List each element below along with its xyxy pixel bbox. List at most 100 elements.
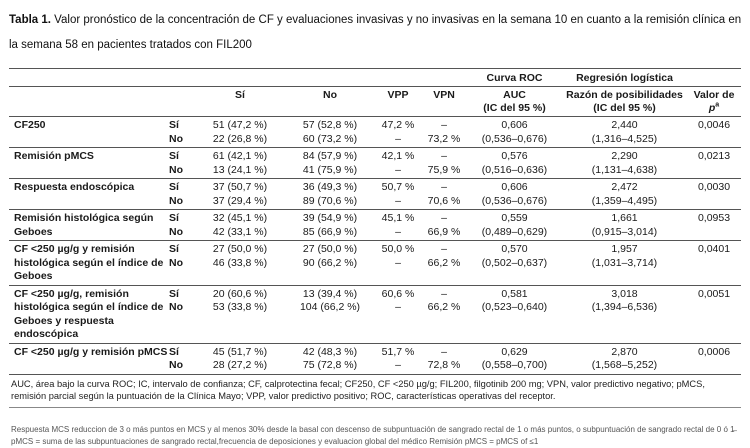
cell-valor-p-si: 0,0006: [697, 345, 731, 358]
cell-count-yes-si: 51 (47,2 %): [212, 119, 268, 131]
cell-count-yes-column: 27 (50,0 %) 46 (33,8 %): [195, 243, 285, 270]
cell-vpn-no: 66,2 %: [427, 256, 461, 269]
cell-count-no-si: 84 (57,9 %): [302, 150, 358, 162]
table-row-group: CF <250 µg/g, remisión histológica según…: [9, 284, 741, 343]
cell-vpn-si: –: [441, 287, 447, 300]
cell-count-no-si: 13 (39,4 %): [302, 287, 358, 300]
rule-bottom: [9, 373, 741, 375]
cell-count-yes-column: 20 (60,6 %) 53 (33,8 %): [195, 288, 285, 315]
cell-razon-posibilidades-column: 2,440 (1,316–4,525): [562, 119, 687, 146]
cell-vpn-column: –66,2 %: [421, 288, 467, 315]
cell-valor-p-si: 0,0030: [697, 181, 731, 193]
sublabel-no: No: [169, 225, 183, 238]
cell-vpp-no: –: [395, 301, 401, 313]
sublabel-no: No: [169, 256, 183, 269]
cell-count-no-no: 85 (66,9 %): [302, 225, 358, 238]
column-header-razon-posibilidades: Razón de posibilidades (IC del 95 %): [566, 89, 683, 114]
cell-vpn-column: –66,2 %: [421, 243, 467, 270]
cell-count-no-no: 75 (72,8 %): [302, 359, 358, 371]
cell-count-yes-column: 32 (45,1 %) 42 (33,1 %): [195, 212, 285, 239]
cell-razon-posibilidades-column: 1,957 (1,031–3,714): [562, 243, 687, 270]
row-label: CF250: [14, 119, 46, 131]
cell-count-yes-no: 42 (33,1 %): [212, 225, 268, 238]
cell-razon-posibilidades-no: (1,031–3,714): [591, 256, 658, 269]
group-header-curva-roc: Curva ROC: [486, 72, 543, 84]
cell-count-yes-si: 45 (51,7 %): [212, 345, 268, 358]
cell-vpp-column: 47,2 % –: [375, 119, 421, 146]
row-label: CF <250 µg/g y remisión histológica segú…: [14, 243, 164, 282]
cell-count-yes-no: 13 (24,1 %): [212, 163, 268, 176]
cell-vpn-no: 66,2 %: [427, 301, 461, 313]
cell-vpn-no: 70,6 %: [427, 194, 461, 207]
cell-auc-column: 0,576 (0,516–0,636): [467, 150, 562, 177]
row-sublabels: Sí No: [169, 346, 195, 373]
cell-auc-column: 0,606 (0,536–0,676): [467, 181, 562, 208]
cell-razon-posibilidades-si: 1,957: [611, 243, 638, 255]
cell-vpn-no: 73,2 %: [427, 132, 461, 145]
sublabel-si: Sí: [169, 287, 179, 300]
cell-auc-column: 0,606 (0,536–0,676): [467, 119, 562, 146]
cell-count-yes-si: 37 (50,7 %): [212, 181, 268, 193]
cell-vpp-si: 47,2 %: [381, 119, 415, 131]
cell-vpp-column: 42,1 % –: [375, 150, 421, 177]
cell-count-yes-si: 20 (60,6 %): [212, 287, 268, 300]
cell-vpn-column: –73,2 %: [421, 119, 467, 146]
cell-count-no-si: 42 (48,3 %): [302, 345, 358, 358]
cell-vpp-column: 51,7 % –: [375, 346, 421, 373]
sublabel-si: Sí: [169, 345, 179, 358]
cell-razon-posibilidades-column: 2,870 (1,568–5,252): [562, 346, 687, 373]
row-label: Respuesta endoscópica: [14, 181, 135, 193]
column-header-valor-p: Valor de pa: [693, 89, 735, 114]
cell-vpn-no: 72,8 %: [427, 359, 461, 371]
group-header-regresion-logistica: Regresión logística: [576, 72, 673, 84]
sublabel-si: Sí: [169, 119, 179, 131]
sublabel-no: No: [169, 163, 183, 176]
cell-auc-si: 0,606: [501, 181, 528, 193]
cell-razon-posibilidades-column: 1,661 (0,915–3,014): [562, 212, 687, 239]
cell-vpn-column: –72,8 %: [421, 346, 467, 373]
table-column-header-row: Sí No VPP VPN AUC (IC del 95 %) Razón de…: [9, 87, 741, 116]
cell-vpp-si: 51,7 %: [381, 345, 415, 358]
cell-vpn-column: –70,6 %: [421, 181, 467, 208]
cell-auc-no: (0,558–0,700): [481, 359, 548, 371]
cell-auc-no: (0,536–0,676): [481, 132, 548, 145]
cell-count-yes-no: 28 (27,2 %): [212, 359, 268, 371]
table-title-text: Valor pronóstico de la concentración de …: [9, 14, 742, 51]
table-body: CF250 Sí No 51 (47,2 %) 22 (26,8 %) 57 (52,8 …: [9, 117, 741, 374]
definition-notes: Respuesta MCS reduccion de 3 o más punto…: [9, 424, 741, 448]
abbreviations-footnote: AUC, área bajo la curva ROC; IC, interva…: [11, 378, 705, 402]
cell-vpp-si: 60,6 %: [381, 287, 415, 300]
cell-count-yes-no: 53 (33,8 %): [212, 301, 268, 313]
cell-vpp-si: 45,1 %: [381, 212, 415, 224]
cell-auc-no: (0,536–0,676): [481, 194, 548, 207]
cell-count-no-si: 36 (49,3 %): [302, 181, 358, 193]
cell-valor-p-column: 0,0953: [687, 212, 741, 226]
cell-valor-p-column: 0,0046: [687, 119, 741, 133]
sublabel-si: Sí: [169, 150, 179, 162]
note-mcs-response: Respuesta MCS reduccion de 3 o más punto…: [11, 424, 735, 434]
cell-valor-p-si: 0,0046: [697, 119, 731, 131]
cell-vpn-no: 75,9 %: [427, 163, 461, 176]
cell-valor-p-column: 0,0401: [687, 243, 741, 257]
column-header-si: Sí: [235, 89, 245, 101]
table-row-group: Remisión histológica según Geboes Sí No 32 …: [9, 209, 741, 240]
cell-count-no-column: 57 (52,8 %) 60 (73,2 %): [285, 119, 375, 146]
cell-razon-posibilidades-si: 1,661: [611, 212, 638, 224]
cell-valor-p-si: 0,0401: [697, 243, 731, 255]
sublabel-si: Sí: [169, 243, 179, 255]
cell-auc-column: 0,570 (0,502–0,637): [467, 243, 562, 270]
cell-vpn-si: –: [441, 212, 447, 224]
row-sublabels: Sí No: [169, 150, 195, 177]
cell-count-yes-no: 37 (29,4 %): [212, 194, 268, 207]
table-group-header-row: Curva ROC Regresión logística: [9, 69, 741, 86]
cell-valor-p-column: 0,0030: [687, 181, 741, 195]
row-sublabels: Sí No: [169, 288, 195, 315]
cell-vpp-column: 45,1 % –: [375, 212, 421, 239]
cell-count-no-si: 27 (50,0 %): [302, 243, 358, 255]
cell-razon-posibilidades-si: 2,472: [611, 181, 638, 193]
cell-valor-p-column: 0,0006: [687, 346, 741, 360]
rule-under-column-header: [9, 116, 741, 117]
cell-count-no-no: 41 (75,9 %): [302, 163, 358, 176]
cell-valor-p-si: 0,0953: [697, 212, 731, 224]
